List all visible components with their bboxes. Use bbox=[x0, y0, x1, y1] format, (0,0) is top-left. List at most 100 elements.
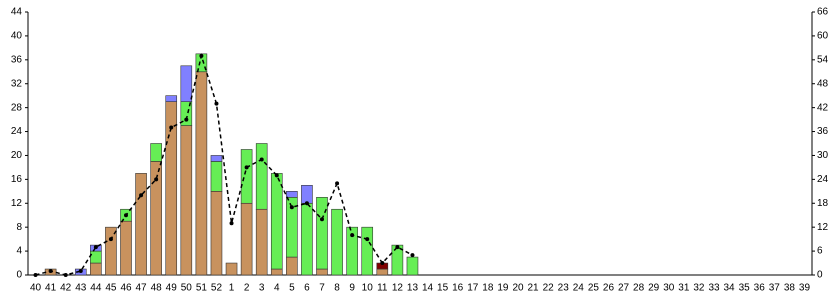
x-tick-label: 33 bbox=[708, 283, 720, 294]
line-point bbox=[154, 177, 159, 182]
line-point bbox=[124, 213, 128, 218]
x-tick-label: 32 bbox=[693, 283, 705, 294]
bar-segment bbox=[270, 173, 283, 270]
bar-segment bbox=[210, 161, 223, 192]
y2-tick-label: 6 bbox=[817, 246, 823, 257]
y2-tick-label: 0 bbox=[817, 270, 823, 281]
line-point bbox=[304, 201, 309, 206]
line-point bbox=[289, 205, 294, 210]
line-point bbox=[320, 217, 324, 222]
y-tick-label: 4 bbox=[16, 246, 22, 257]
bar-segment bbox=[195, 71, 208, 276]
x-tick-label: 21 bbox=[528, 283, 540, 294]
bar-segment bbox=[270, 268, 283, 276]
y2-tick-label: 30 bbox=[817, 150, 829, 161]
x-tick-label: 49 bbox=[166, 283, 178, 294]
y2-tick-label: 36 bbox=[817, 126, 829, 137]
bar-segment bbox=[165, 95, 178, 102]
x-tick-label: 20 bbox=[512, 283, 524, 294]
line-point bbox=[229, 221, 234, 226]
bar-segment bbox=[180, 65, 193, 102]
x-tick-label: 43 bbox=[75, 283, 87, 294]
x-tick-label: 17 bbox=[467, 283, 479, 294]
x-tick-label: 4 bbox=[274, 283, 280, 294]
x-tick-label: 51 bbox=[196, 283, 208, 294]
x-tick-label: 8 bbox=[334, 283, 340, 294]
line-point bbox=[274, 173, 279, 178]
x-tick-label: 7 bbox=[319, 283, 325, 294]
y-tick-label: 8 bbox=[16, 222, 22, 233]
x-tick-label: 31 bbox=[678, 283, 690, 294]
x-tick-label: 45 bbox=[105, 283, 117, 294]
y2-tick-label: 42 bbox=[817, 102, 829, 113]
bar-segment bbox=[90, 262, 102, 276]
bar-segment bbox=[225, 262, 238, 276]
x-tick-label: 46 bbox=[120, 283, 132, 294]
bar-segment bbox=[210, 155, 223, 162]
bar-segment bbox=[90, 250, 102, 264]
line-point bbox=[199, 53, 204, 58]
line-point bbox=[350, 233, 355, 238]
y2-tick-label: 48 bbox=[817, 78, 829, 89]
bar-segment bbox=[316, 268, 328, 276]
bar-segment bbox=[301, 202, 313, 276]
line bbox=[35, 53, 413, 276]
line-point bbox=[78, 269, 83, 274]
line-point bbox=[395, 245, 400, 250]
x-tick-label: 41 bbox=[45, 283, 57, 294]
x-tick-label: 24 bbox=[573, 283, 585, 294]
y2-tick-label: 54 bbox=[817, 54, 829, 65]
line-point bbox=[259, 157, 264, 162]
x-tick-label: 2 bbox=[244, 283, 250, 294]
x-tick-label: 39 bbox=[799, 283, 811, 294]
bar-segment bbox=[301, 185, 313, 204]
x-tick-label: 38 bbox=[784, 283, 796, 294]
x-tick-label: 14 bbox=[422, 283, 434, 294]
bar-segment bbox=[286, 191, 298, 198]
y2-tick-label: 24 bbox=[817, 174, 829, 185]
x-tick-label: 47 bbox=[136, 283, 148, 294]
line-point bbox=[48, 269, 53, 274]
x-tick-label: 9 bbox=[349, 283, 355, 294]
line-point bbox=[244, 165, 249, 170]
x-tick-label: 16 bbox=[452, 283, 464, 294]
bar-segment bbox=[286, 256, 298, 276]
line-point bbox=[93, 245, 98, 250]
x-tick-label: 11 bbox=[377, 283, 388, 294]
x-tick-label: 29 bbox=[648, 283, 660, 294]
x-tick-label: 28 bbox=[633, 283, 645, 294]
x-tick-label: 12 bbox=[392, 283, 404, 294]
x-tick-label: 42 bbox=[60, 283, 72, 294]
x-tick-label: 22 bbox=[543, 283, 555, 294]
x-tick-label: 5 bbox=[289, 283, 295, 294]
x-tick-label: 48 bbox=[151, 283, 163, 294]
line-point bbox=[63, 273, 68, 277]
y-tick-label: 16 bbox=[11, 174, 23, 185]
y2-tick-label: 60 bbox=[817, 31, 829, 42]
line-point bbox=[108, 237, 113, 242]
x-tick-label: 52 bbox=[211, 283, 223, 294]
x-tick-label: 25 bbox=[588, 283, 600, 294]
line-point bbox=[169, 125, 174, 130]
bar-segment bbox=[240, 149, 253, 204]
x-tick-label: 23 bbox=[558, 283, 570, 294]
bar-segment bbox=[135, 173, 147, 276]
bar-segment bbox=[180, 125, 193, 276]
bar-segment bbox=[255, 143, 268, 210]
y-tick-label: 28 bbox=[11, 102, 23, 113]
x-tick-label: 36 bbox=[754, 283, 766, 294]
x-tick-label: 27 bbox=[618, 283, 630, 294]
x-tick-label: 3 bbox=[259, 283, 265, 294]
y-tick-label: 44 bbox=[11, 7, 23, 18]
y-tick-label: 36 bbox=[11, 54, 23, 65]
bar-segment bbox=[361, 226, 374, 276]
line-point bbox=[365, 237, 370, 242]
line-point bbox=[184, 117, 189, 122]
bar-segment bbox=[150, 143, 162, 162]
y-tick-label: 20 bbox=[11, 150, 23, 161]
line-point bbox=[380, 261, 385, 266]
x-tick-label: 15 bbox=[437, 283, 449, 294]
bar-segment bbox=[255, 208, 268, 276]
y2-tick-label: 12 bbox=[817, 222, 829, 233]
